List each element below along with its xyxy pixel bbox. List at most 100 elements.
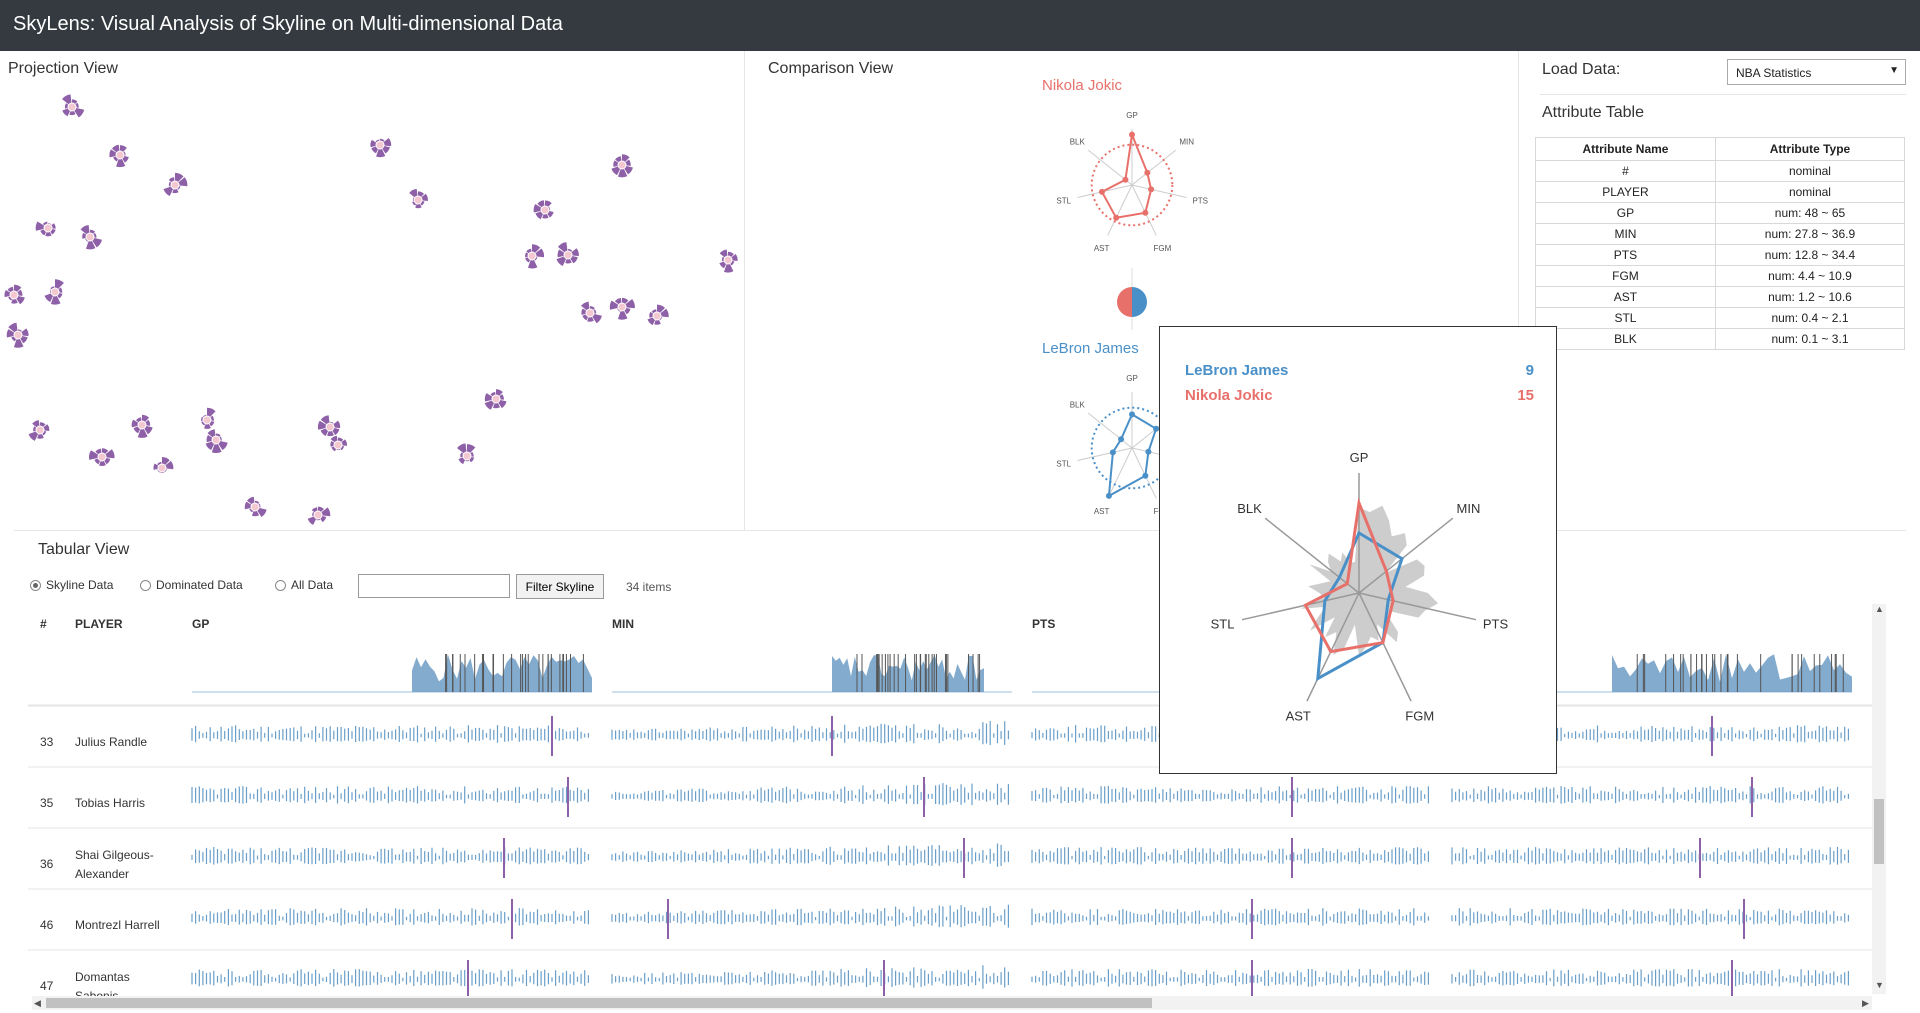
tooltip-radar: GP MIN PTS FGM AST STL BLK — [1211, 450, 1509, 724]
horizontal-scrollbar[interactable] — [32, 996, 1872, 1010]
skyline-glyph — [533, 200, 554, 220]
comparison-half-a — [1117, 287, 1132, 317]
tooltip-axis-label: FGM — [1405, 709, 1434, 724]
column-histogram — [192, 654, 592, 693]
radar-axis — [1107, 447, 1133, 499]
scrollbar-thumb[interactable] — [46, 998, 1152, 1008]
radar-axis-label: GP — [1126, 111, 1138, 120]
skyline-glyph — [330, 435, 348, 452]
glyph-center — [375, 140, 385, 150]
scroll-left-icon[interactable]: ◀ — [34, 998, 41, 1008]
row-id[interactable]: 35 — [40, 796, 54, 810]
row-id[interactable]: 33 — [40, 735, 54, 749]
glyph-center — [723, 255, 733, 265]
scroll-down-icon[interactable]: ▼ — [1875, 980, 1884, 990]
chevron-down-icon: ▼ — [1889, 65, 1899, 76]
row-player-name[interactable]: Montrezl Harrell — [75, 918, 160, 932]
column-header-gp[interactable]: GP — [192, 617, 210, 631]
column-header-min[interactable]: MIN — [612, 617, 634, 631]
glyph-center — [563, 250, 573, 260]
radar-axis-label: BLK — [1070, 400, 1086, 409]
row-id[interactable]: 46 — [40, 918, 54, 932]
glyph-sector — [252, 507, 259, 517]
histogram-area — [412, 654, 592, 692]
radar-point — [1122, 176, 1129, 183]
tooltip-axis — [1358, 517, 1454, 594]
radar-axis-label: AST — [1094, 507, 1110, 516]
divider — [14, 530, 1906, 531]
glyph-sector — [617, 307, 628, 320]
attribute-name-header: Attribute Name — [1535, 137, 1716, 161]
radar-point — [1109, 449, 1116, 456]
radio-dot[interactable] — [275, 580, 286, 591]
vertical-scrollbar[interactable] — [1872, 604, 1886, 994]
tooltip-polygon-b — [1316, 530, 1404, 682]
glyph-sector — [493, 399, 500, 409]
glyph-center — [97, 452, 107, 462]
column-header-pts[interactable]: PTS — [1032, 617, 1056, 631]
filter-skyline-button[interactable]: Filter Skyline — [516, 574, 604, 599]
glyph-center — [157, 463, 167, 473]
attribute-type: num: 4.4 ~ 10.9 — [1714, 265, 1906, 287]
sparkline-path — [1031, 786, 1429, 804]
dataset-select[interactable]: NBA Statistics ▼ — [1727, 59, 1906, 85]
scrollbar-thumb[interactable] — [1874, 799, 1884, 864]
skyline-glyph — [581, 301, 602, 324]
radio-dot[interactable] — [140, 580, 151, 591]
attribute-type: num: 27.8 ~ 36.9 — [1714, 223, 1906, 245]
row-player-name[interactable]: Domantas — [75, 970, 130, 984]
skyline-glyph — [163, 172, 188, 196]
row-player-name[interactable]: Shai Gilgeous- — [75, 848, 154, 862]
attribute-name: AST — [1535, 286, 1716, 308]
row-player-name[interactable]: Tobias Harris — [75, 796, 146, 810]
row-sparkline — [611, 960, 1009, 996]
attribute-name: STL — [1535, 307, 1716, 329]
histogram-area — [832, 654, 984, 692]
glyph-center — [325, 422, 335, 432]
app-title: SkyLens: Visual Analysis of Skyline on M… — [13, 13, 563, 35]
glyph-center — [527, 251, 537, 261]
attribute-row: GP num: 48 ~ 65 — [1535, 202, 1906, 224]
glyph-center — [652, 311, 662, 321]
row-sparkline — [1031, 899, 1429, 939]
skyline-glyph — [556, 242, 579, 266]
tooltip-value-1: 9 — [1525, 362, 1534, 379]
row-id[interactable]: 47 — [40, 979, 54, 993]
column-header-player[interactable]: PLAYER — [75, 617, 123, 631]
radio-dot[interactable] — [30, 580, 41, 591]
radar-point — [1105, 492, 1112, 499]
scroll-up-icon[interactable]: ▲ — [1875, 604, 1884, 614]
projection-plot[interactable] — [0, 85, 744, 530]
sparkline-path — [191, 786, 589, 804]
skyline-glyph — [647, 304, 669, 326]
skyline-glyph — [80, 225, 102, 250]
row-id[interactable]: 36 — [40, 857, 54, 871]
filter-input[interactable] — [358, 574, 510, 598]
skyline-glyph — [317, 415, 341, 437]
radio-all-data[interactable]: All Data — [275, 578, 333, 592]
tooltip-name-2: Nikola Jokic — [1185, 387, 1273, 404]
row-player-name[interactable]: Alexander — [75, 867, 130, 881]
column-header-id[interactable]: # — [40, 617, 47, 631]
attribute-row: FGM num: 4.4 ~ 10.9 — [1535, 265, 1906, 287]
radio-skyline-data[interactable]: Skyline Data — [30, 578, 113, 592]
glyph-sector — [211, 440, 222, 453]
attribute-name: GP — [1535, 202, 1716, 224]
tooltip-axis-label: BLK — [1237, 501, 1262, 516]
glyph-center — [67, 102, 77, 112]
radio-dominated-data[interactable]: Dominated Data — [140, 578, 243, 592]
sparkline-path — [1451, 847, 1849, 865]
skyline-glyph — [4, 284, 25, 305]
sparkline-path — [191, 969, 589, 987]
glyph-center — [211, 435, 221, 445]
glyph-center — [491, 394, 501, 404]
glyph-center — [617, 160, 627, 170]
radar-axis — [1087, 412, 1133, 449]
glyph-sector — [13, 335, 24, 348]
tabular-plot[interactable] — [0, 600, 1872, 996]
radar-axis-label: STL — [1056, 460, 1071, 469]
skyline-glyph — [484, 389, 507, 410]
scroll-right-icon[interactable]: ▶ — [1862, 998, 1869, 1008]
skyline-glyph — [201, 407, 216, 429]
row-player-name[interactable]: Julius Randle — [75, 735, 148, 749]
